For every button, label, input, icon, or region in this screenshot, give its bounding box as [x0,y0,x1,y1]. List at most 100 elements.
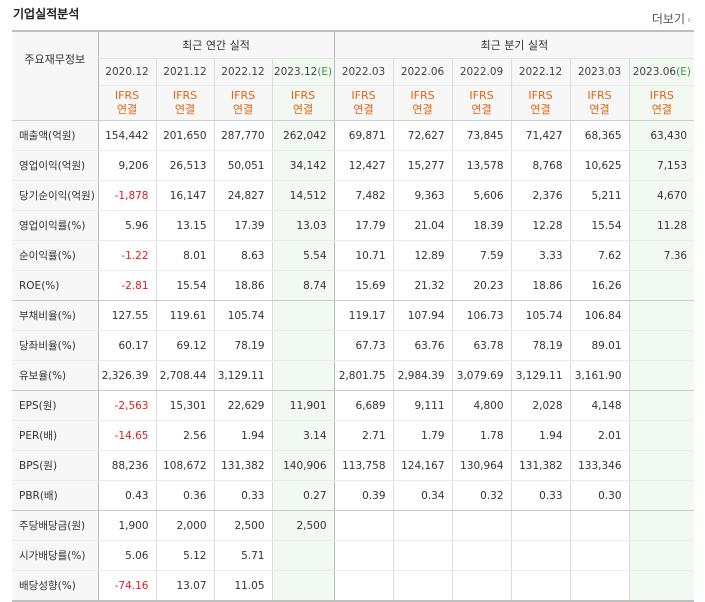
ifrs-label: IFRS [587,89,612,102]
estimate-mark: (E) [676,66,691,78]
table-cell [510,540,571,571]
table-cell: 8.01 [155,240,214,271]
table-cell [392,510,453,541]
consolidated-label: 연결 [353,103,374,116]
ifrs-header: IFRS 연결 [451,85,512,121]
table-cell [628,270,695,301]
table-row: 유보율(%) 2,326.39 2,708.44 3,129.11 2,801.75 2,… [12,360,695,391]
table-cell: 7,153 [628,150,695,181]
table-row: 배당성향(%) -74.16 13.07 11.05 [12,570,695,602]
table-cell: 12.28 [510,210,571,241]
table-cell: 50,051 [213,150,272,181]
table-cell: 12.89 [392,240,453,271]
table-cell: 2.56 [155,420,214,451]
table-cell: 127.55 [97,300,156,331]
table-cell: 6,689 [333,390,394,421]
table-cell: 2,028 [510,390,571,421]
table-cell: 0.30 [569,480,630,511]
row-label: 영업이익률(%) [12,210,98,241]
period-header: 2023.03 [569,58,630,86]
table-cell: 11.05 [213,570,272,602]
table-row: PER(배) -14.65 2.56 1.94 3.14 2.71 1.79 1.78 1.94… [12,420,695,451]
table-cell: -74.16 [97,570,156,602]
table-cell: 13.15 [155,210,214,241]
table-cell: -14.65 [97,420,156,451]
table-cell: 0.32 [451,480,512,511]
table-cell: 18.39 [451,210,512,241]
table-row: EPS(원) -2,563 15,301 22,629 11,901 6,689 9,111… [12,390,695,421]
table-cell [271,300,335,331]
table-cell [569,570,630,602]
period-label: 2022.03 [341,66,386,78]
ifrs-header: IFRS 연결 [213,85,272,121]
consolidated-label: 연결 [174,103,196,116]
table-cell [451,540,512,571]
table-cell: 11.28 [628,210,695,241]
table-cell: 9,111 [392,390,453,421]
table-cell: 2,376 [510,180,571,211]
table-cell: 107.94 [392,300,453,331]
table-cell: 1.78 [451,420,512,451]
row-label: BPS(원) [12,450,98,481]
table-cell: 8.63 [213,240,272,271]
ifrs-label: IFRS [469,89,494,102]
group-annual: 최근 연간 실적 [97,30,335,59]
period-header: 2022.06 [392,58,453,86]
table-cell: 0.39 [333,480,394,511]
more-label: 더보기 [651,12,685,26]
ifrs-label: IFRS [114,89,140,102]
table-cell: 2,984.39 [392,360,453,391]
more-link[interactable]: 더보기 › [652,10,691,27]
table-cell: 124,167 [392,450,453,481]
table-cell: 13.07 [155,570,214,602]
table-cell: 154,442 [97,120,156,151]
ifrs-header: IFRS 연결 [392,85,453,121]
period-label: 2021.12 [163,66,207,78]
table-cell: 1,900 [97,510,156,541]
ifrs-header: IFRS 연결 [155,85,214,121]
period-header: 2023.12(E) [271,58,335,86]
table-cell: 2,000 [155,510,214,541]
table-cell: 105.74 [510,300,571,331]
consolidated-label: 연결 [589,103,610,116]
table-cell: 131,382 [510,450,571,481]
ifrs-label: IFRS [410,89,435,102]
table-cell: 130,964 [451,450,512,481]
row-label: 부채비율(%) [12,300,98,331]
table-cell [628,360,695,391]
table-row: 영업이익(억원) 9,206 26,513 50,051 34,142 12,427 15,… [12,150,695,181]
table-cell [333,540,394,571]
table-cell [451,510,512,541]
ifrs-header: IFRS 연결 [333,85,394,121]
table-cell [333,570,394,602]
table-cell: 119.61 [155,300,214,331]
row-label: 당좌비율(%) [12,330,98,361]
table-cell: 73,845 [451,120,512,151]
table-cell: 5.54 [271,240,335,271]
table-cell: 119.17 [333,300,394,331]
group-quarter: 최근 분기 실적 [333,30,695,59]
table-cell [628,300,695,331]
ifrs-header: IFRS 연결 [569,85,630,121]
table-cell [569,510,630,541]
table-cell: 4,148 [569,390,630,421]
table-cell: 0.43 [97,480,156,511]
table-cell: 2,801.75 [333,360,394,391]
table-cell: 2,500 [271,510,335,541]
table-cell: 0.33 [213,480,272,511]
table-cell: 17.39 [213,210,272,241]
table-row: 시가배당률(%) 5.06 5.12 5.71 [12,540,695,571]
table-cell: 13,578 [451,150,512,181]
consolidated-label: 연결 [412,103,433,116]
table-cell: 1.79 [392,420,453,451]
ifrs-header: IFRS 연결 [628,85,695,121]
table-cell [628,570,695,602]
table-cell: 69,871 [333,120,394,151]
period-label: 2023.12 [273,66,318,78]
row-label: 시가배당률(%) [12,540,98,571]
ifrs-header: IFRS 연결 [271,85,335,121]
table-row: 영업이익률(%) 5.96 13.15 17.39 13.03 17.79 21.04 18.… [12,210,695,241]
table-cell: 2,500 [213,510,272,541]
table-cell: 18.86 [213,270,272,301]
period-header: 2020.12 [97,58,156,86]
